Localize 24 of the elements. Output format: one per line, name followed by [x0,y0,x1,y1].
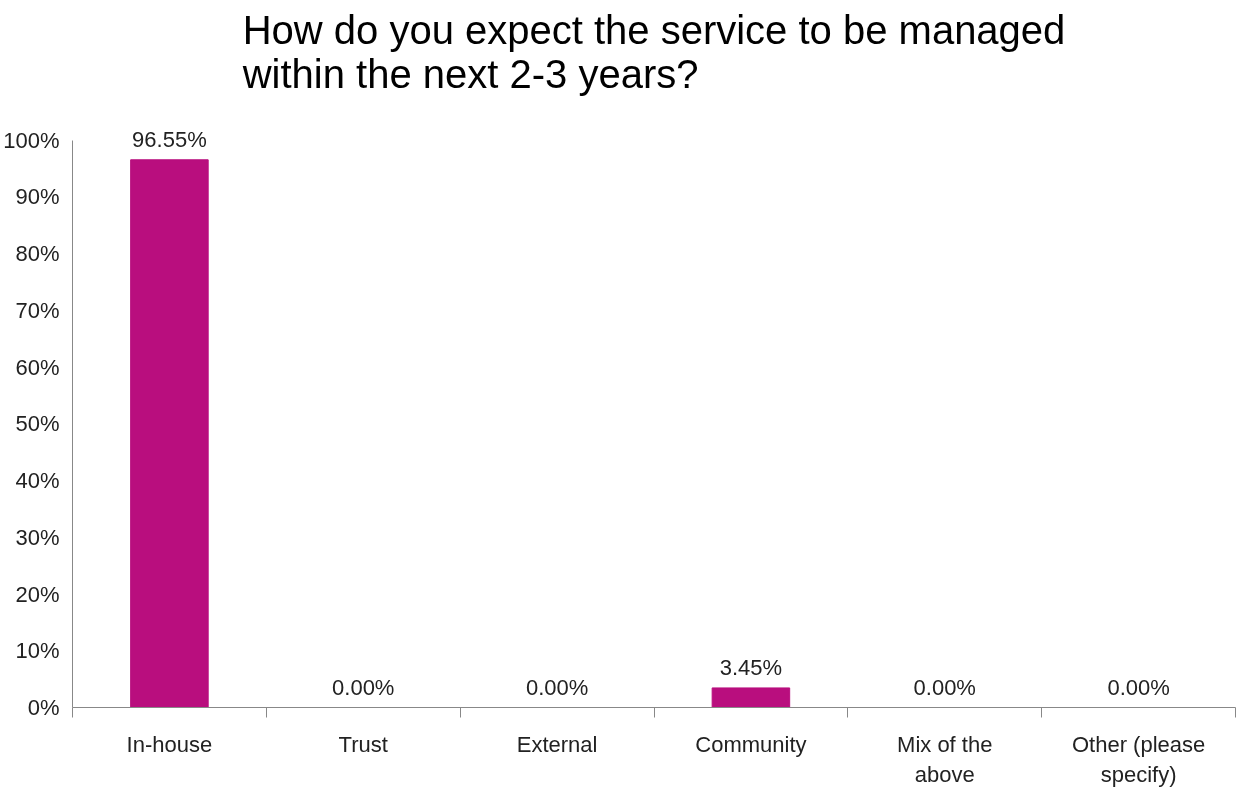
x-tick-label: Community [695,731,807,757]
chart-title: How do you expect the service to be managed within the next 2-3 years? [241,7,1066,96]
data-label: 0.00% [332,674,395,700]
data-label: 0.00% [1107,674,1170,700]
x-tick-label: In-house [126,731,213,757]
y-tick-label: 20% [15,581,60,607]
y-tick-label: 0% [27,695,60,720]
y-tick-label: 50% [15,411,60,437]
x-tick-label: Other (please specify) [1071,731,1206,787]
y-tick-label: 80% [15,241,60,267]
y-tick-label: 10% [15,638,60,664]
x-tick-label: Mix of the above [897,731,993,787]
y-tick-label: 100% [3,127,60,153]
data-label: 0.00% [913,674,976,700]
y-tick-label: 30% [15,524,60,550]
data-label: 0.00% [525,674,589,700]
data-label: 3.45% [719,654,783,680]
x-tick-label: External [516,731,598,757]
y-tick-label: 60% [15,354,60,380]
y-tick-label: 90% [15,184,60,210]
data-label: 96.55% [132,126,207,152]
y-tick-label: 70% [15,297,60,323]
y-tick-label: 40% [15,468,60,494]
x-tick-label: Trust [338,731,388,757]
